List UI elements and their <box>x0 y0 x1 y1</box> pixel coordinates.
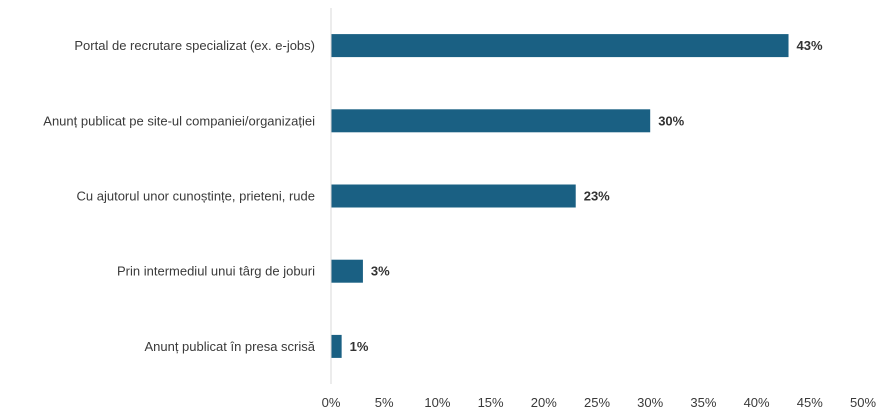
x-tick-label: 40% <box>744 395 770 410</box>
x-tick-label: 45% <box>797 395 823 410</box>
bar <box>331 334 342 358</box>
data-label: 3% <box>371 264 390 279</box>
bar <box>331 259 363 283</box>
x-tick-label: 50% <box>850 395 876 410</box>
data-labels-group: 43% 30% 23% 3% 1% <box>350 38 823 354</box>
category-label: Portal de recrutare specializat (ex. e-j… <box>74 38 315 53</box>
x-tick-label: 15% <box>478 395 504 410</box>
data-label: 43% <box>797 38 823 53</box>
x-tick-label: 20% <box>531 395 557 410</box>
x-tick-labels-group: 0% 5% 10% 15% 20% 25% 30% 35% 40% 45% 50% <box>322 395 877 410</box>
bars-group <box>331 34 789 358</box>
bar <box>331 184 576 208</box>
x-tick-label: 10% <box>424 395 450 410</box>
category-label: Cu ajutorul unor cunoștințe, prieteni, r… <box>77 189 315 204</box>
data-label: 30% <box>658 113 684 128</box>
category-label: Prin intermediul unui târg de joburi <box>117 264 315 279</box>
data-label: 23% <box>584 189 610 204</box>
data-label: 1% <box>350 339 369 354</box>
category-label: Anunț publicat pe site-ul companiei/orga… <box>43 113 315 128</box>
x-tick-label: 0% <box>322 395 341 410</box>
category-label: Anunț publicat în presa scrisă <box>144 339 315 354</box>
category-labels-group: Portal de recrutare specializat (ex. e-j… <box>43 38 315 354</box>
x-tick-label: 35% <box>690 395 716 410</box>
bar <box>331 109 651 133</box>
x-tick-label: 30% <box>637 395 663 410</box>
x-tick-label: 25% <box>584 395 610 410</box>
bar <box>331 34 789 58</box>
x-tick-label: 5% <box>375 395 394 410</box>
